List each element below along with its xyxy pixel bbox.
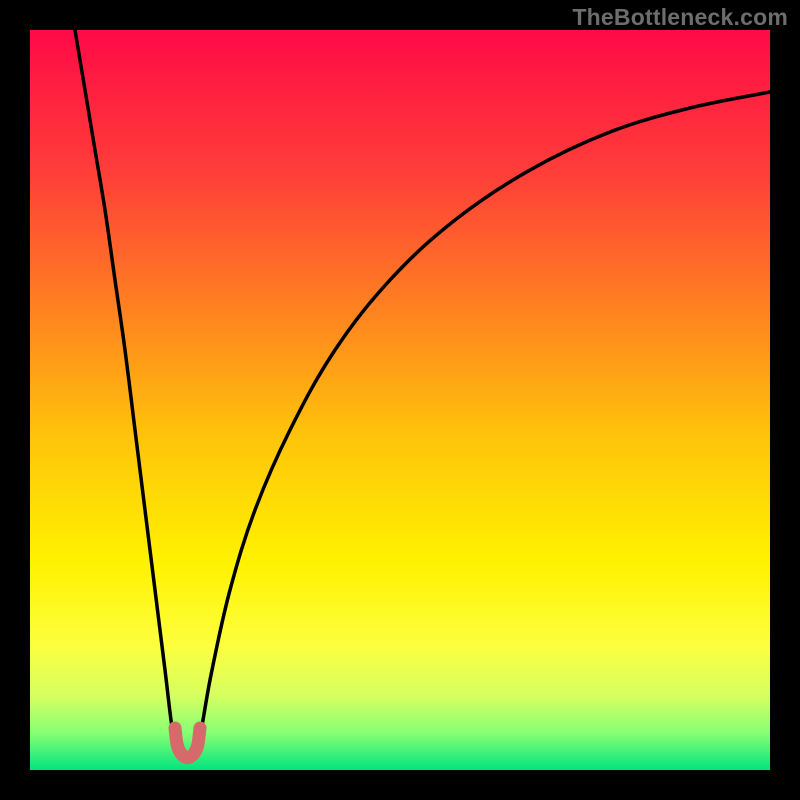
watermark-label: TheBottleneck.com: [572, 4, 788, 31]
chart-figure: TheBottleneck.com: [0, 0, 800, 800]
plot-svg: [30, 30, 770, 770]
plot-area: [30, 30, 770, 770]
gradient-background: [30, 30, 770, 770]
